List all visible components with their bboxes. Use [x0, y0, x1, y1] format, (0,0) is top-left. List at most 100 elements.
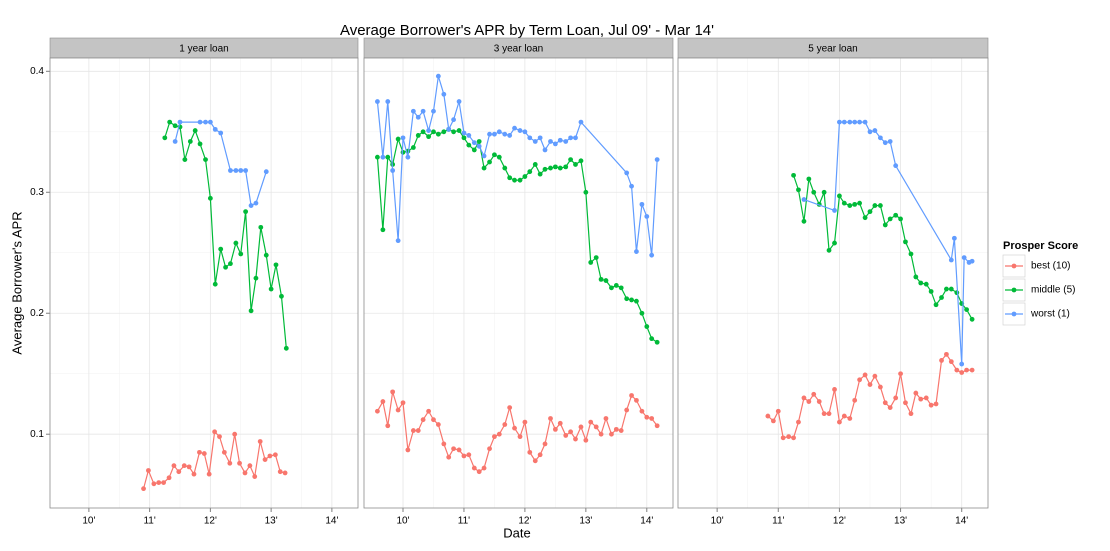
- data-point: [279, 293, 284, 299]
- data-point: [181, 463, 187, 469]
- data-point: [247, 463, 253, 469]
- data-point: [542, 441, 548, 447]
- data-point: [872, 128, 878, 133]
- data-point: [466, 133, 472, 138]
- data-point: [862, 215, 868, 221]
- data-point: [166, 475, 172, 481]
- data-point: [223, 264, 228, 270]
- data-point: [826, 411, 832, 417]
- data-point: [948, 286, 954, 292]
- data-point: [471, 147, 477, 153]
- data-point: [441, 129, 447, 135]
- data-point: [841, 119, 847, 125]
- data-point: [512, 425, 517, 431]
- data-point: [203, 119, 208, 125]
- data-point: [801, 218, 807, 224]
- data-point: [629, 183, 634, 189]
- data-point: [481, 465, 487, 471]
- data-point: [969, 316, 975, 322]
- data-point: [400, 400, 406, 406]
- data-point: [806, 176, 812, 182]
- data-point: [867, 382, 873, 388]
- data-point: [532, 139, 538, 144]
- data-point: [908, 411, 914, 417]
- data-point: [517, 128, 523, 133]
- data-point: [395, 407, 401, 413]
- data-point: [598, 276, 604, 282]
- data-point: [182, 157, 188, 163]
- data-point: [944, 351, 949, 357]
- data-point: [405, 447, 411, 453]
- data-point: [837, 119, 842, 125]
- data-point: [832, 387, 837, 392]
- data-point: [461, 135, 467, 141]
- data-point: [375, 99, 380, 104]
- data-point: [151, 481, 157, 487]
- data-point: [532, 162, 538, 167]
- data-point: [542, 166, 548, 172]
- data-point: [253, 275, 259, 281]
- data-point: [837, 193, 842, 199]
- data-point: [816, 399, 822, 404]
- data-point: [639, 408, 645, 414]
- data-point: [583, 437, 589, 443]
- data-point: [492, 152, 497, 158]
- data-point: [573, 162, 578, 167]
- data-point: [923, 395, 929, 401]
- data-point: [644, 324, 650, 329]
- data-point: [395, 136, 401, 142]
- data-point: [780, 435, 786, 441]
- data-point: [446, 454, 452, 460]
- data-point: [644, 414, 650, 420]
- data-point: [441, 91, 447, 97]
- data-point: [487, 131, 492, 137]
- data-point: [233, 240, 239, 246]
- x-tick-label: 10': [711, 516, 724, 527]
- legend-point: [1011, 263, 1017, 269]
- data-point: [588, 419, 594, 425]
- data-point: [456, 99, 462, 104]
- x-tick-label: 14': [325, 516, 338, 527]
- data-point: [593, 255, 599, 260]
- data-point: [928, 402, 934, 408]
- data-point: [609, 431, 614, 437]
- data-point: [568, 135, 574, 141]
- data-point: [603, 416, 609, 421]
- data-point: [492, 434, 497, 440]
- data-point: [400, 135, 406, 141]
- data-point: [821, 411, 827, 417]
- data-point: [426, 408, 432, 414]
- x-axis-label: Date: [503, 525, 530, 540]
- data-point: [877, 384, 883, 390]
- data-point: [862, 372, 868, 378]
- data-point: [252, 474, 258, 479]
- data-point: [964, 307, 969, 313]
- data-point: [267, 453, 273, 459]
- data-point: [527, 135, 533, 141]
- data-point: [461, 130, 467, 136]
- data-point: [852, 119, 858, 125]
- y-tick-label: 0.2: [30, 308, 44, 319]
- data-point: [629, 297, 634, 303]
- data-point: [954, 367, 960, 373]
- data-point: [887, 139, 893, 144]
- data-point: [206, 471, 212, 477]
- data-point: [481, 165, 487, 171]
- data-point: [253, 200, 259, 206]
- data-point: [415, 114, 421, 120]
- data-point: [923, 281, 929, 287]
- data-point: [192, 128, 198, 133]
- data-point: [375, 408, 380, 414]
- data-point: [898, 216, 903, 222]
- data-point: [522, 174, 528, 179]
- facet-title: 3 year loan: [494, 44, 543, 55]
- data-point: [227, 460, 233, 466]
- data-point: [263, 169, 269, 175]
- data-point: [944, 286, 949, 292]
- x-tick-label: 11': [143, 516, 155, 527]
- data-point: [385, 99, 391, 104]
- data-point: [243, 168, 249, 173]
- data-point: [624, 296, 630, 302]
- data-point: [375, 154, 380, 160]
- data-point: [882, 222, 888, 228]
